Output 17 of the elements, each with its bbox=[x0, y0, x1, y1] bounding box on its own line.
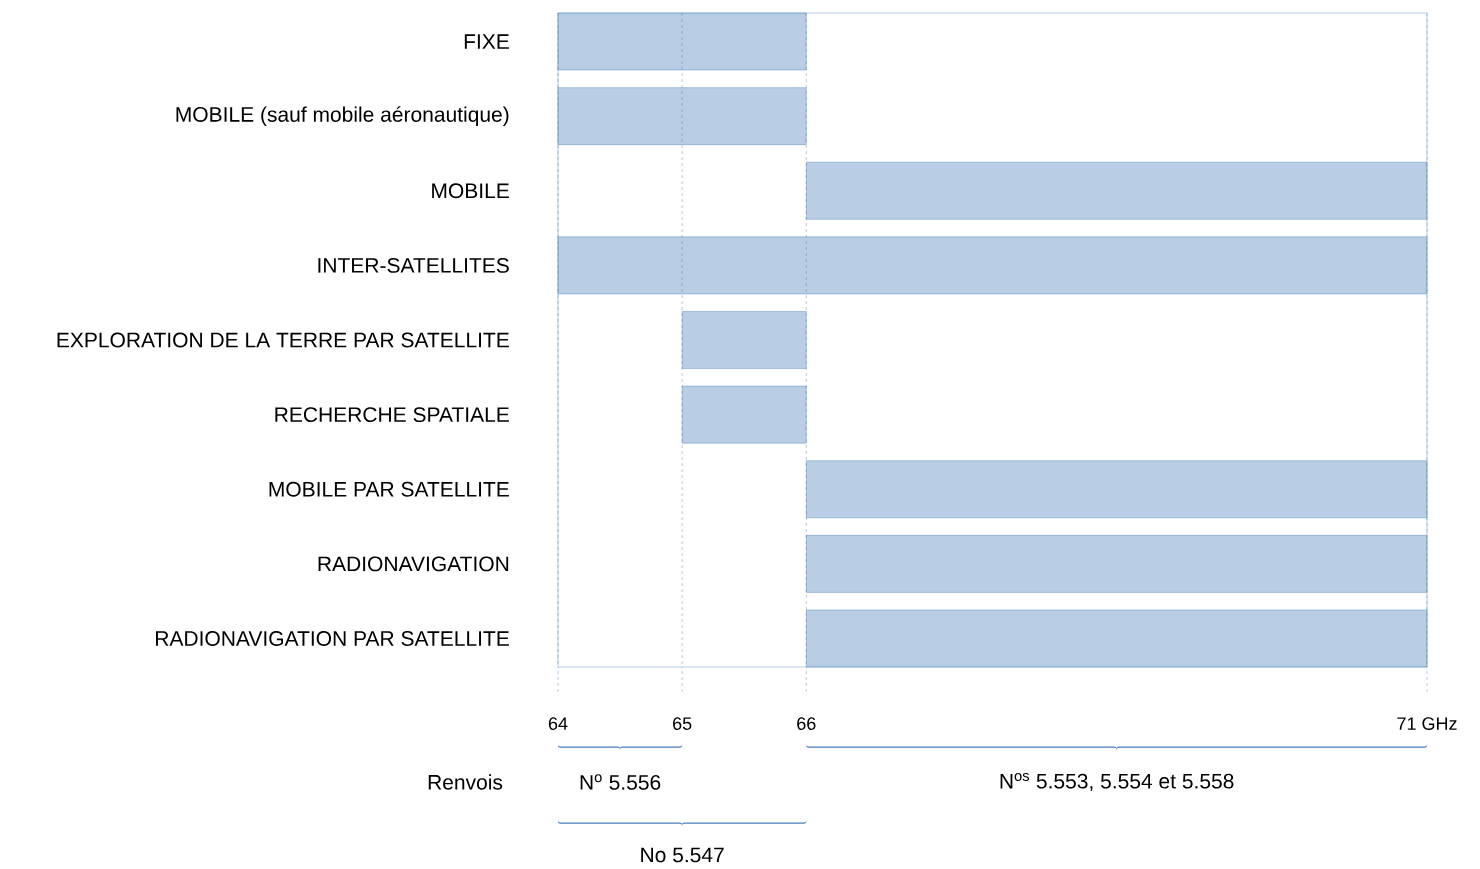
x-tick-label: 64 bbox=[548, 717, 568, 730]
y-tick-label: RADIONAVIGATION PAR SATELLITE bbox=[156, 630, 509, 646]
text: No 5.547 bbox=[641, 847, 724, 863]
text: N$^{o}$ 5.556 bbox=[580, 774, 661, 790]
x-tick-label: 65 bbox=[673, 717, 692, 730]
y-tick-label: MOBILE bbox=[432, 183, 509, 199]
y-tick-label: RECHERCHE SPATIALE bbox=[275, 407, 509, 422]
x-tick-label: 71 GHz bbox=[1397, 717, 1457, 730]
text: Renvois bbox=[428, 774, 503, 790]
y-tick-label: INTER-SATELLITES bbox=[318, 257, 509, 273]
y-tick-label: MOBILE PAR SATELLITE bbox=[269, 481, 509, 497]
x-tick-label: 66 bbox=[797, 717, 816, 730]
y-tick-label: MOBILE (sauf mobile aéronautique) bbox=[176, 106, 509, 126]
y-tick-label: RADIONAVIGATION bbox=[318, 556, 509, 572]
y-tick-label: FIXE bbox=[464, 34, 509, 49]
y-tick-label: EXPLORATION DE LA TERRE PAR SATELLITE bbox=[57, 332, 509, 348]
text: N$^{os}$ 5.553, 5.554 et 5.558 bbox=[1000, 772, 1234, 791]
